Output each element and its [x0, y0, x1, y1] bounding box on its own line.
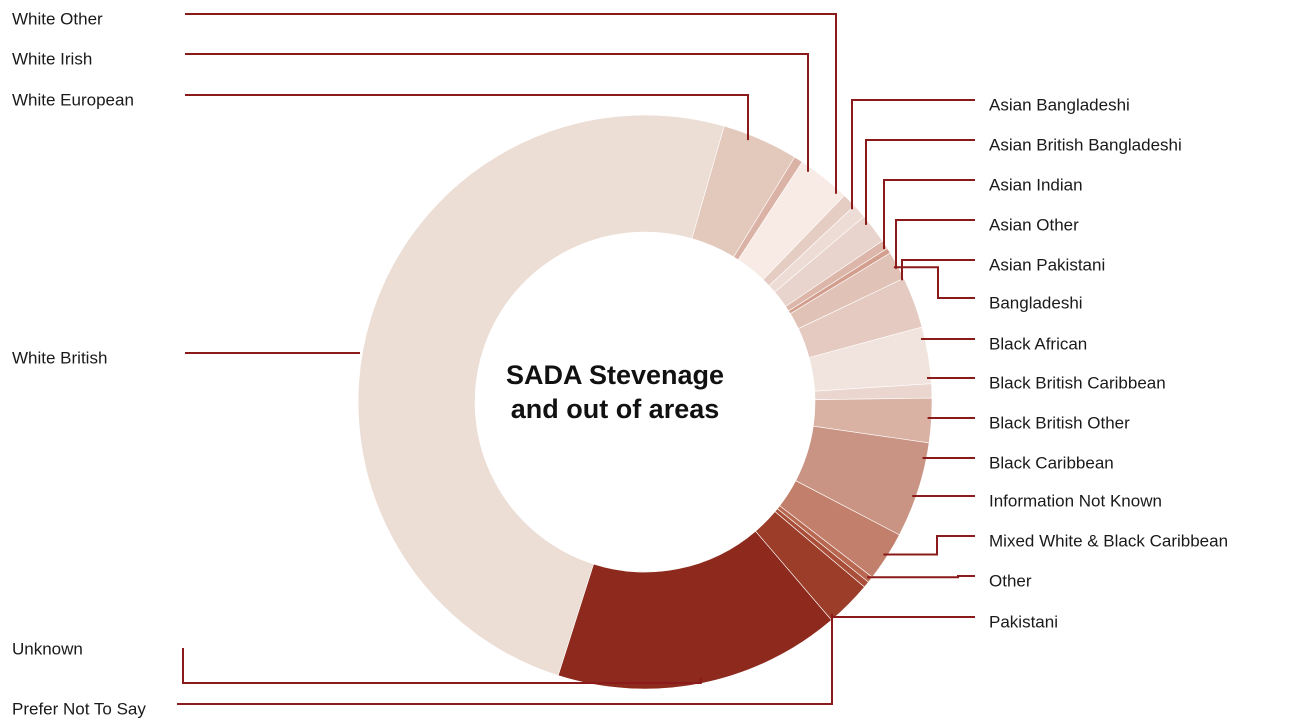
label-black-british-other: Black British Other: [989, 413, 1130, 432]
label-pakistani: Pakistani: [989, 612, 1058, 631]
leader-line-bangladeshi: [893, 266, 975, 299]
chart-center-title: SADA Stevenage and out of areas: [440, 358, 790, 426]
slice-unknown: [557, 530, 832, 690]
labels-layer: White European White Irish White Other Asia…: [12, 9, 1228, 718]
leader-line-other: [867, 575, 975, 579]
leader-line-prefer-not-to-say: [177, 613, 833, 705]
slices-layer: [357, 114, 933, 690]
label-black-african: Black African: [989, 334, 1087, 353]
label-unknown: Unknown: [12, 639, 83, 658]
label-asian-other: Asian Other: [989, 215, 1079, 234]
label-black-caribbean: Black Caribbean: [989, 453, 1114, 472]
chart-title-line-2: and out of areas: [510, 394, 720, 424]
label-white-irish: White Irish: [12, 49, 92, 68]
label-asian-bangladeshi: Asian Bangladeshi: [989, 95, 1130, 114]
leader-line-white-other: [185, 13, 837, 194]
leader-line-unknown: [182, 648, 702, 684]
leader-line-white-irish: [185, 53, 809, 172]
leader-line-mixed-white-black-caribbean: [883, 535, 975, 556]
label-prefer-not-to-say: Prefer Not To Say: [12, 699, 146, 718]
label-white-british: White British: [12, 348, 107, 367]
leader-line-asian-british-bangladeshi: [865, 139, 975, 225]
leader-line-asian-other: [895, 219, 975, 269]
label-black-british-caribbean: Black British Caribbean: [989, 373, 1166, 392]
leader-line-asian-indian: [883, 179, 975, 250]
label-other: Other: [989, 571, 1032, 590]
leader-line-asian-pakistani: [901, 259, 975, 281]
label-information-not-known: Information Not Known: [989, 491, 1162, 510]
leader-line-asian-bangladeshi: [851, 99, 975, 210]
label-white-other: White Other: [12, 9, 103, 28]
slice-white-british: [357, 114, 725, 676]
label-asian-indian: Asian Indian: [989, 175, 1083, 194]
label-bangladeshi: Bangladeshi: [989, 293, 1083, 312]
label-asian-british-bangladeshi: Asian British Bangladeshi: [989, 135, 1182, 154]
leader-lines-layer: [177, 13, 975, 705]
chart-title-line-1: SADA Stevenage: [505, 360, 725, 390]
leader-line-white-european: [185, 94, 749, 141]
label-asian-pakistani: Asian Pakistani: [989, 255, 1105, 274]
label-mixed-white-black-caribbean: Mixed White & Black Caribbean: [989, 531, 1228, 550]
label-white-european: White European: [12, 90, 134, 109]
